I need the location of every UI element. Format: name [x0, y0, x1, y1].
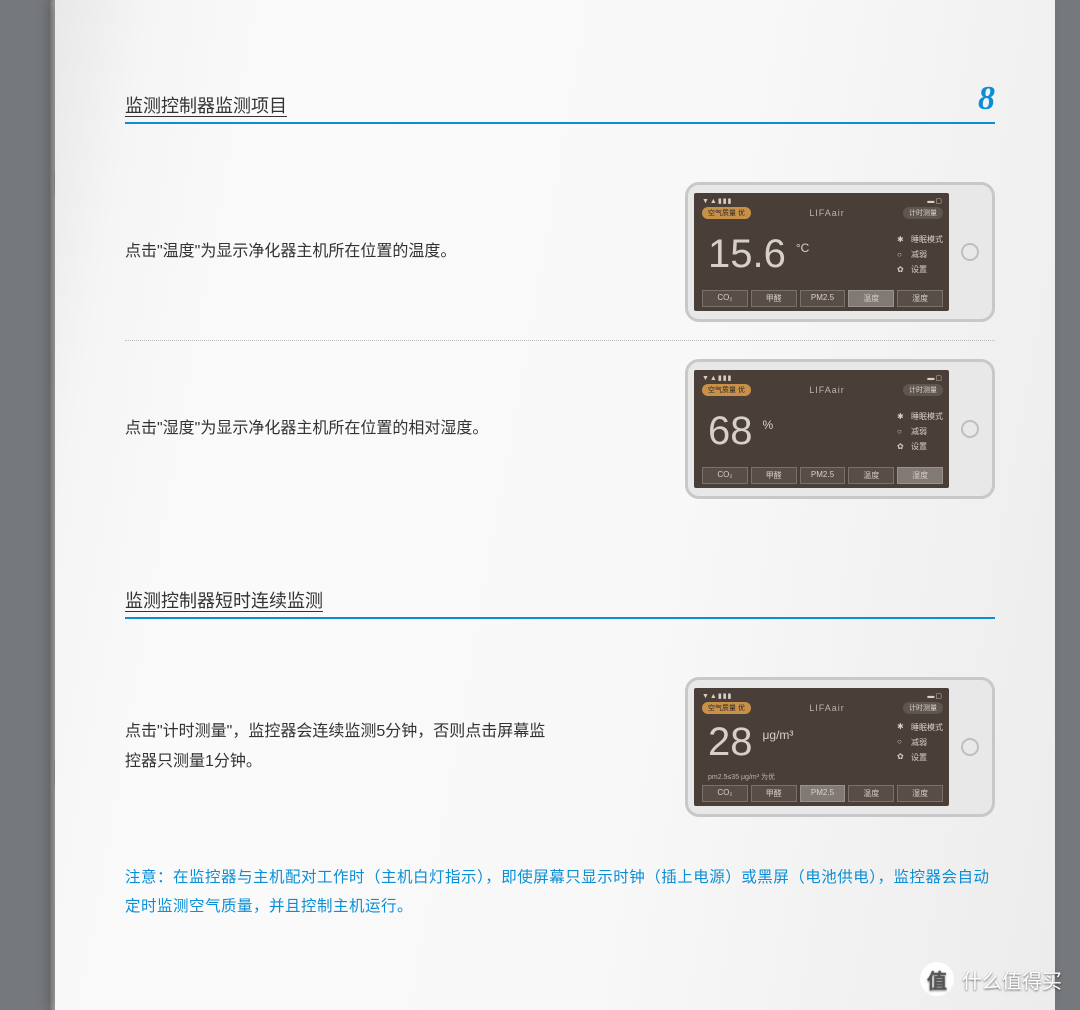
home-button-icon	[961, 243, 979, 261]
tab-humidity: 湿度	[897, 290, 943, 307]
air-quality-pill: 空气质量 优	[702, 207, 751, 219]
section1-header: 监测控制器监测项目 8	[125, 80, 995, 124]
minus-icon: ○	[897, 737, 907, 747]
home-button-icon	[961, 420, 979, 438]
timer-pill: 计时测量	[903, 384, 943, 396]
timer-description: 点击"计时测量"，监控器会连续监测5分钟，否则点击屏幕监控器只测量1分钟。	[125, 717, 555, 778]
tab-pm25: PM2.5	[800, 290, 846, 307]
watermark: 值 什么值得买	[920, 962, 1062, 996]
reading-value: 28	[708, 720, 753, 765]
section2-title: 监测控制器短时连续监测	[125, 587, 323, 613]
note-text: 注意：在监控器与主机配对工作时（主机白灯指示），即使屏幕只显示时钟（插上电源）或…	[125, 863, 995, 922]
device-screen: ▼▲▮▮▮▬▢ 空气质量 优 LIFAair 计时测量 15.6 °C ✱睡眠模…	[694, 193, 949, 311]
side-controls: ✱睡眠模式 ○减弱 ✿设置	[897, 234, 943, 275]
air-quality-pill: 空气质量 优	[702, 384, 751, 396]
metric-tabs: CO₂ 甲醛 PM2.5 温度 湿度	[702, 467, 943, 484]
device-screen: ▼▲▮▮▮▬▢ 空气质量 优 LIFAair 计时测量 28 μg/m³ ✱睡眠…	[694, 688, 949, 806]
row-timer: 点击"计时测量"，监控器会连续监测5分钟，否则点击屏幕监控器只测量1分钟。 ▼▲…	[125, 659, 995, 835]
device-mock-pm25: ▼▲▮▮▮▬▢ 空气质量 优 LIFAair 计时测量 28 μg/m³ ✱睡眠…	[685, 677, 995, 817]
device-mock-humidity: ▼▲▮▮▮▬▢ 空气质量 优 LIFAair 计时测量 68 % ✱睡眠模式 ○…	[685, 359, 995, 499]
reading-unit: %	[763, 418, 774, 432]
air-quality-pill: 空气质量 优	[702, 702, 751, 714]
tab-hcho: 甲醛	[751, 785, 797, 802]
metric-tabs: CO₂ 甲醛 PM2.5 温度 湿度	[702, 290, 943, 307]
temperature-description: 点击"温度"为显示净化器主机所在位置的温度。	[125, 237, 456, 267]
metric-tabs: CO₂ 甲醛 PM2.5 温度 湿度	[702, 785, 943, 802]
page-number: 8	[978, 80, 995, 118]
brand-label: LIFAair	[809, 703, 845, 713]
tab-temp: 温度	[848, 785, 894, 802]
watermark-text: 什么值得买	[962, 965, 1062, 994]
tab-co2: CO₂	[702, 785, 748, 802]
reading-value: 15.6	[708, 232, 786, 277]
brand-label: LIFAair	[809, 385, 845, 395]
watermark-badge-icon: 值	[920, 962, 954, 996]
tab-humidity: 湿度	[897, 785, 943, 802]
section2-header: 监测控制器短时连续监测	[125, 587, 995, 619]
fan-icon: ✱	[897, 412, 907, 422]
brand-label: LIFAair	[809, 208, 845, 218]
row-temperature: 点击"温度"为显示净化器主机所在位置的温度。 ▼▲▮▮▮▬▢ 空气质量 优 LI…	[125, 164, 995, 341]
gear-icon: ✿	[897, 265, 907, 275]
section1-title: 监测控制器监测项目	[125, 92, 287, 118]
home-button-icon	[961, 738, 979, 756]
side-controls: ✱睡眠模式 ○减弱 ✿设置	[897, 411, 943, 452]
tab-temp: 温度	[848, 290, 894, 307]
device-screen: ▼▲▮▮▮▬▢ 空气质量 优 LIFAair 计时测量 68 % ✱睡眠模式 ○…	[694, 370, 949, 488]
reading-value: 68	[708, 409, 753, 454]
device-mock-temperature: ▼▲▮▮▮▬▢ 空气质量 优 LIFAair 计时测量 15.6 °C ✱睡眠模…	[685, 182, 995, 322]
timer-pill: 计时测量	[903, 207, 943, 219]
row-humidity: 点击"湿度"为显示净化器主机所在位置的相对湿度。 ▼▲▮▮▮▬▢ 空气质量 优 …	[125, 341, 995, 517]
fan-icon: ✱	[897, 235, 907, 245]
reading-subline: pm2.5≤35 μg/m³ 为优	[708, 772, 943, 782]
humidity-description: 点击"湿度"为显示净化器主机所在位置的相对湿度。	[125, 414, 488, 444]
tab-co2: CO₂	[702, 467, 748, 484]
gear-icon: ✿	[897, 752, 907, 762]
tab-pm25: PM2.5	[800, 467, 846, 484]
fan-icon: ✱	[897, 722, 907, 732]
timer-pill: 计时测量	[903, 702, 943, 714]
manual-page: 监测控制器监测项目 8 点击"温度"为显示净化器主机所在位置的温度。 ▼▲▮▮▮…	[55, 0, 1055, 1010]
reading-unit: °C	[796, 241, 809, 255]
side-controls: ✱睡眠模式 ○减弱 ✿设置	[897, 722, 943, 763]
minus-icon: ○	[897, 427, 907, 437]
tab-hcho: 甲醛	[751, 467, 797, 484]
tab-co2: CO₂	[702, 290, 748, 307]
tab-humidity: 湿度	[897, 467, 943, 484]
tab-hcho: 甲醛	[751, 290, 797, 307]
reading-unit: μg/m³	[763, 728, 794, 742]
tab-temp: 温度	[848, 467, 894, 484]
gear-icon: ✿	[897, 442, 907, 452]
tab-pm25: PM2.5	[800, 785, 846, 802]
minus-icon: ○	[897, 250, 907, 260]
